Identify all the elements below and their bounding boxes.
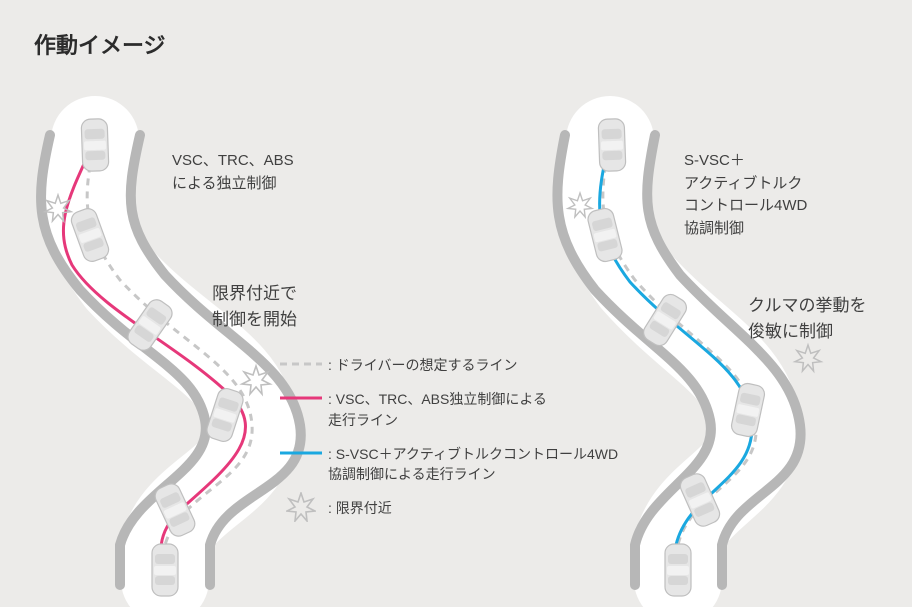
legend-row: : 限界付近 bbox=[280, 498, 618, 518]
legend-swatch bbox=[280, 498, 322, 516]
legend-row: : VSC、TRC、ABS独立制御による 走行ライン bbox=[280, 389, 618, 430]
legend: : ドライバーの想定するライン : VSC、TRC、ABS独立制御による 走行ライ… bbox=[280, 355, 618, 533]
left-caption-top: VSC、TRC、ABS による独立制御 bbox=[172, 150, 294, 195]
legend-label: : 限界付近 bbox=[328, 498, 392, 518]
legend-label: : S-VSC＋アクティブトルクコントロール4WD 協調制御による走行ライン bbox=[328, 444, 618, 485]
legend-label: : VSC、TRC、ABS独立制御による 走行ライン bbox=[328, 389, 547, 430]
right-caption-mid: クルマの挙動を 俊敏に制御 bbox=[748, 293, 867, 344]
legend-swatch bbox=[280, 444, 322, 462]
legend-label: : ドライバーの想定するライン bbox=[328, 355, 518, 375]
legend-swatch bbox=[280, 389, 322, 407]
left-caption-mid: 限界付近で 制御を開始 bbox=[212, 281, 297, 332]
legend-swatch bbox=[280, 355, 322, 373]
right-caption-top: S-VSC＋ アクティブトルク コントロール4WD 協調制御 bbox=[684, 150, 807, 240]
legend-row: : S-VSC＋アクティブトルクコントロール4WD 協調制御による走行ライン bbox=[280, 444, 618, 485]
legend-row: : ドライバーの想定するライン bbox=[280, 355, 618, 375]
